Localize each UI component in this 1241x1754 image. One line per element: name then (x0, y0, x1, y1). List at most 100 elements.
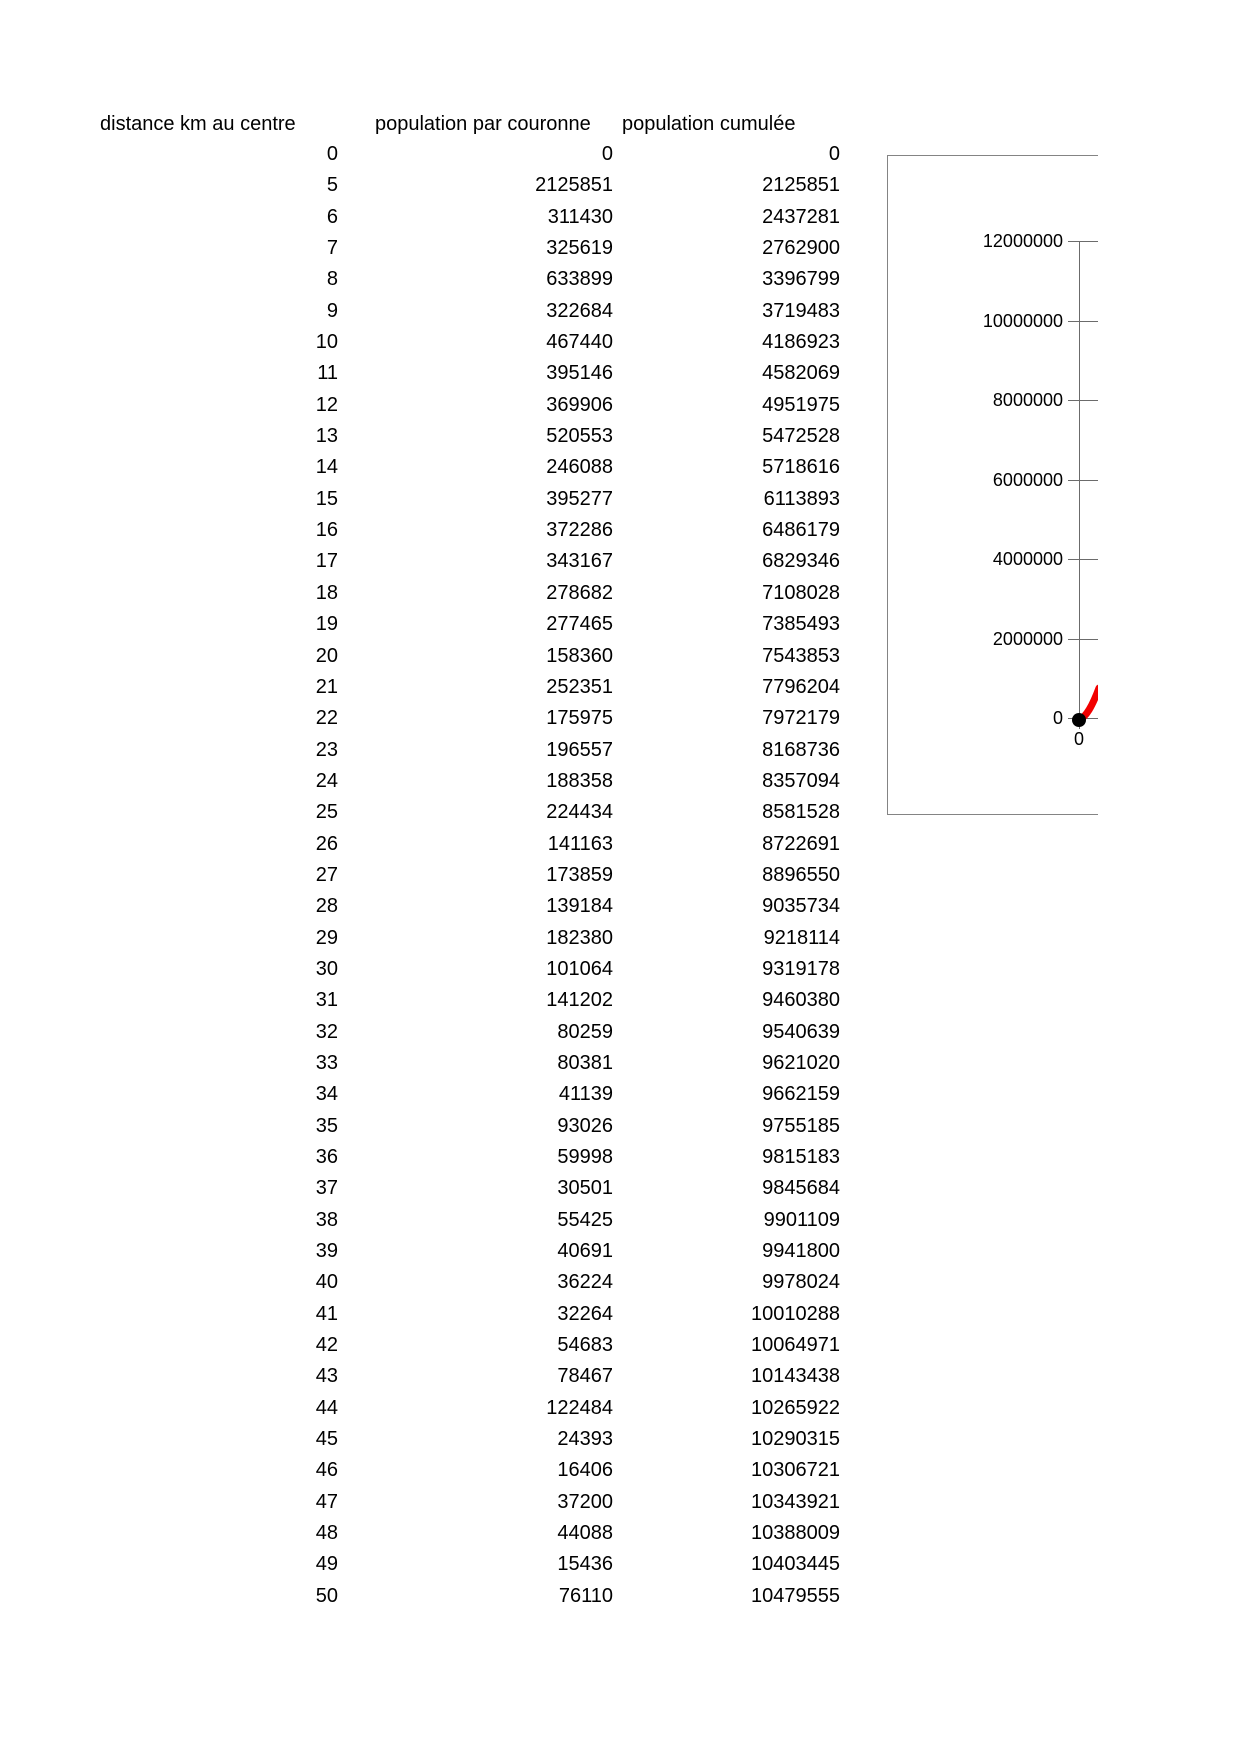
cell-population-cumulee: 9319178 (762, 957, 840, 980)
cell-distance: 46 (315, 1459, 338, 1482)
cell-distance: 0 (326, 143, 338, 165)
cell-distance: 31 (315, 989, 338, 1012)
cell-population-cumulee: 8896550 (762, 863, 840, 886)
table-row: 35 93026 9755185 (0, 1111, 840, 1142)
table-row: 21 252351 7796204 (0, 672, 840, 703)
table-row: 34 41139 9662159 (0, 1079, 840, 1110)
y-axis-line (1079, 241, 1080, 729)
cell-population-cumulee: 2437281 (762, 205, 840, 228)
cell-distance: 33 (315, 1051, 338, 1074)
y-axis-tick-label: 0 (1052, 708, 1063, 728)
cell-population-couronne: 36224 (557, 1271, 613, 1294)
cell-distance: 41 (315, 1302, 338, 1325)
cell-distance: 47 (315, 1490, 338, 1513)
y-axis-tick-mark (1068, 320, 1098, 322)
table-row: 27 173859 8896550 (0, 860, 840, 891)
cell-distance: 24 (315, 769, 338, 792)
table-row: 10 467440 4186923 (0, 327, 840, 358)
table-row: 38 55425 9901109 (0, 1205, 840, 1236)
cell-distance: 10 (315, 331, 338, 354)
table-row: 37 30501 9845684 (0, 1173, 840, 1204)
cell-population-couronne: 80259 (557, 1020, 613, 1043)
cell-population-cumulee: 10343921 (751, 1490, 840, 1513)
cell-population-cumulee: 2762900 (762, 237, 840, 260)
cell-population-couronne: 633899 (546, 268, 613, 291)
cell-population-cumulee: 7108028 (762, 581, 840, 604)
cell-distance: 37 (315, 1177, 338, 1200)
cell-population-cumulee: 2125851 (762, 174, 840, 197)
cell-population-couronne: 0 (601, 143, 613, 165)
cell-population-couronne: 372286 (546, 519, 613, 542)
cell-distance: 5 (326, 174, 338, 197)
table-row: 23 196557 8168736 (0, 735, 840, 766)
cell-population-cumulee: 10306721 (751, 1459, 840, 1482)
cell-population-cumulee: 8722691 (762, 832, 840, 855)
table-row: 46 16406 10306721 (0, 1455, 840, 1486)
cell-population-couronne: 101064 (546, 957, 613, 980)
cell-distance: 16 (315, 519, 338, 542)
cell-distance: 18 (315, 581, 338, 604)
cell-distance: 49 (315, 1553, 338, 1576)
table-row: 44 122484 10265922 (0, 1393, 840, 1424)
cell-population-cumulee: 7543853 (762, 644, 840, 667)
cell-population-couronne: 325619 (546, 237, 613, 260)
table-row: 45 24393 10290315 (0, 1424, 840, 1455)
cell-distance: 43 (315, 1365, 338, 1388)
cell-population-couronne: 78467 (557, 1365, 613, 1388)
cell-distance: 20 (315, 644, 338, 667)
table-row: 14 246088 5718616 (0, 452, 840, 483)
cell-population-couronne: 182380 (546, 926, 613, 949)
cell-population-cumulee: 10388009 (751, 1522, 840, 1545)
cell-population-couronne: 158360 (546, 644, 613, 667)
cell-population-couronne: 40691 (557, 1240, 613, 1263)
cell-population-cumulee: 7796204 (762, 675, 840, 698)
table-row: 50 76110 10479555 (0, 1581, 840, 1612)
cell-distance: 14 (315, 456, 338, 479)
table-row: 6 311430 2437281 (0, 202, 840, 233)
table-row: 26 141163 8722691 (0, 829, 840, 860)
cell-distance: 17 (315, 550, 338, 573)
cell-population-couronne: 224434 (546, 801, 613, 824)
cell-population-couronne: 395277 (546, 487, 613, 510)
cell-population-cumulee: 7385493 (762, 613, 840, 636)
cell-population-couronne: 520553 (546, 425, 613, 448)
cell-distance: 44 (315, 1396, 338, 1419)
cell-population-couronne: 322684 (546, 299, 613, 322)
cell-distance: 7 (326, 237, 338, 260)
cell-population-cumulee: 9845684 (762, 1177, 840, 1200)
table-body: 0 0 0 5 2125851 2125851 6 311430 2437281… (0, 139, 840, 1612)
table-row: 11 395146 4582069 (0, 358, 840, 389)
cell-population-cumulee: 4582069 (762, 362, 840, 385)
y-axis-tick-label: 6000000 (992, 469, 1063, 490)
cell-distance: 26 (315, 832, 338, 855)
cell-population-cumulee: 4186923 (762, 331, 840, 354)
cell-population-couronne: 196557 (546, 738, 613, 761)
cell-population-cumulee: 9901109 (763, 1208, 840, 1231)
cell-population-cumulee: 8581528 (762, 801, 840, 824)
cell-population-couronne: 32264 (557, 1302, 613, 1325)
header-distance: distance km au centre (100, 113, 296, 135)
cell-distance: 35 (315, 1114, 338, 1137)
y-axis-tick-mark (1068, 638, 1098, 640)
table-row: 29 182380 9218114 (0, 923, 840, 954)
table-row: 16 372286 6486179 (0, 515, 840, 546)
table-row: 31 141202 9460380 (0, 985, 840, 1016)
cell-distance: 9 (326, 299, 338, 322)
cell-distance: 36 (315, 1146, 338, 1168)
table-row: 9 322684 3719483 (0, 296, 840, 327)
y-axis-tick-label: 8000000 (992, 390, 1063, 410)
cell-population-couronne: 44088 (557, 1522, 613, 1545)
cell-population-couronne: 15436 (557, 1553, 613, 1576)
cell-population-couronne: 30501 (557, 1177, 613, 1200)
cell-distance: 45 (315, 1428, 338, 1451)
cell-population-cumulee: 9540639 (762, 1020, 840, 1043)
cell-population-cumulee: 9218114 (763, 926, 840, 949)
cumulative-population-chart: 12000000 10000000 8000000 6000000 400000… (887, 155, 1098, 815)
cell-distance: 39 (315, 1240, 338, 1263)
table-row: 43 78467 10143438 (0, 1361, 840, 1392)
cell-population-couronne: 59998 (557, 1146, 613, 1168)
cell-distance: 28 (315, 895, 338, 918)
table-row: 24 188358 8357094 (0, 766, 840, 797)
cell-population-cumulee: 6829346 (762, 550, 840, 573)
cell-population-couronne: 175975 (546, 707, 613, 730)
